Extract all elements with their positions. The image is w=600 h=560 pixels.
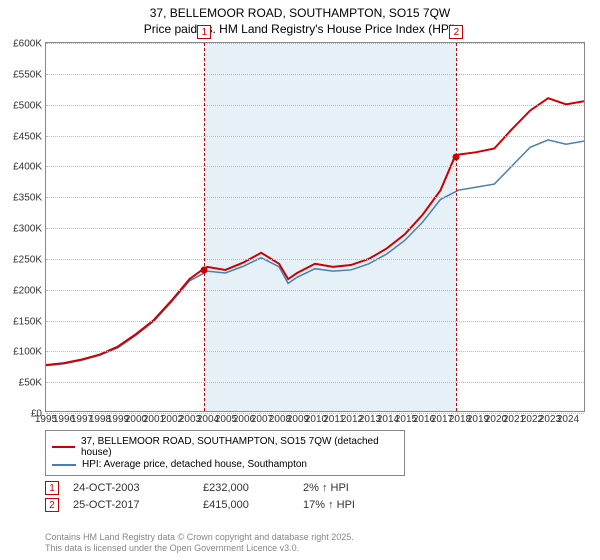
y-tick-label: £50K (19, 378, 42, 389)
legend-swatch-price-paid (52, 446, 75, 448)
gridline: £500K (46, 105, 584, 106)
gridline: £150K (46, 321, 584, 322)
y-tick-label: £150K (13, 316, 42, 327)
legend-swatch-hpi (52, 464, 76, 466)
sale-point-1 (201, 266, 208, 273)
y-tick-label: £500K (13, 100, 42, 111)
gridline: £50K (46, 382, 584, 383)
gridline: £250K (46, 259, 584, 260)
sale-marker-box-1: 1 (197, 25, 211, 39)
gridline: £350K (46, 197, 584, 198)
sale-marker-2: 2 (45, 498, 59, 512)
sale-pct-2: 17% ↑ HPI (303, 499, 423, 511)
sale-date-1: 24-OCT-2003 (73, 482, 203, 494)
x-tick-label: 2024 (557, 414, 579, 425)
y-tick-label: £450K (13, 131, 42, 142)
sale-row-1: 1 24-OCT-2003 £232,000 2% ↑ HPI (45, 481, 423, 495)
legend-label-price-paid: 37, BELLEMOOR ROAD, SOUTHAMPTON, SO15 7Q… (81, 436, 398, 458)
sale-point-2 (453, 154, 460, 161)
y-tick-label: £400K (13, 162, 42, 173)
gridline: £100K (46, 351, 584, 352)
gridline: £200K (46, 290, 584, 291)
sale-date-2: 25-OCT-2017 (73, 499, 203, 511)
sale-vline-1 (204, 43, 205, 411)
legend-label-hpi: HPI: Average price, detached house, Sout… (82, 459, 307, 470)
y-tick-label: £550K (13, 69, 42, 80)
sale-price-1: £232,000 (203, 482, 303, 494)
sale-marker-1: 1 (45, 481, 59, 495)
y-tick-label: £600K (13, 39, 42, 50)
footer-line-2: This data is licensed under the Open Gov… (45, 543, 354, 554)
gridline: £550K (46, 74, 584, 75)
gridline: £600K (46, 43, 584, 44)
series-hpi (46, 140, 584, 366)
y-tick-label: £250K (13, 254, 42, 265)
series-price_paid (46, 98, 584, 365)
footer-line-1: Contains HM Land Registry data © Crown c… (45, 532, 354, 543)
gridline: £300K (46, 228, 584, 229)
y-tick-label: £100K (13, 347, 42, 358)
sales-table: 1 24-OCT-2003 £232,000 2% ↑ HPI 2 25-OCT… (45, 478, 423, 515)
chart-container: 37, BELLEMOOR ROAD, SOUTHAMPTON, SO15 7Q… (0, 0, 600, 560)
line-layer (46, 43, 584, 411)
chart-title: 37, BELLEMOOR ROAD, SOUTHAMPTON, SO15 7Q… (0, 0, 600, 37)
y-tick-label: £200K (13, 285, 42, 296)
gridline: £450K (46, 136, 584, 137)
plot-area: £0£50K£100K£150K£200K£250K£300K£350K£400… (45, 42, 585, 412)
sale-pct-1: 2% ↑ HPI (303, 482, 423, 494)
legend: 37, BELLEMOOR ROAD, SOUTHAMPTON, SO15 7Q… (45, 430, 405, 476)
y-tick-label: £300K (13, 224, 42, 235)
gridline: £400K (46, 166, 584, 167)
sale-vline-2 (456, 43, 457, 411)
title-line-1: 37, BELLEMOOR ROAD, SOUTHAMPTON, SO15 7Q… (0, 6, 600, 22)
title-line-2: Price paid vs. HM Land Registry's House … (0, 22, 600, 38)
sale-marker-box-2: 2 (449, 25, 463, 39)
copyright-footer: Contains HM Land Registry data © Crown c… (45, 532, 354, 555)
y-tick-label: £350K (13, 193, 42, 204)
legend-item-price-paid: 37, BELLEMOOR ROAD, SOUTHAMPTON, SO15 7Q… (52, 436, 398, 458)
legend-item-hpi: HPI: Average price, detached house, Sout… (52, 459, 398, 470)
sale-price-2: £415,000 (203, 499, 303, 511)
sale-row-2: 2 25-OCT-2017 £415,000 17% ↑ HPI (45, 498, 423, 512)
